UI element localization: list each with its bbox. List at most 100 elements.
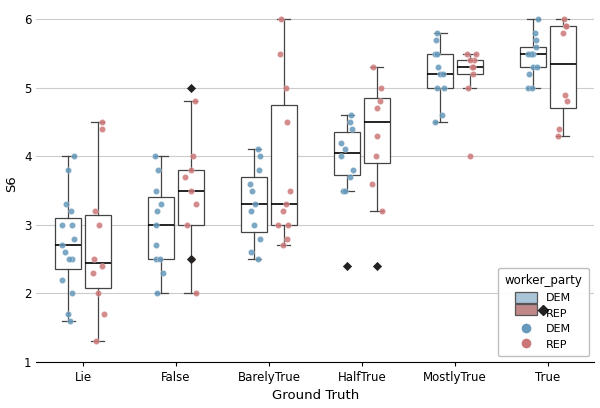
Point [58, 242, 67, 248]
Point [158, 270, 168, 276]
PathPatch shape [241, 177, 267, 232]
Point [562, 23, 571, 29]
PathPatch shape [178, 170, 204, 225]
Point [180, 173, 190, 180]
Point [248, 187, 257, 194]
Point [282, 235, 292, 242]
Point [97, 126, 107, 132]
Point [256, 235, 265, 242]
Point [245, 180, 255, 187]
Point [188, 153, 197, 160]
PathPatch shape [550, 26, 576, 109]
Point [99, 310, 109, 317]
Point [68, 290, 77, 297]
Point [560, 91, 570, 98]
Point [65, 317, 75, 324]
Point [186, 84, 196, 91]
Point [463, 84, 473, 91]
PathPatch shape [364, 98, 390, 163]
Point [151, 242, 161, 248]
Point [340, 187, 349, 194]
Point [372, 105, 382, 112]
Point [466, 57, 475, 64]
Point [523, 84, 533, 91]
Point [281, 201, 290, 208]
Point [558, 30, 568, 36]
Point [97, 119, 107, 125]
PathPatch shape [334, 132, 360, 175]
Point [440, 84, 449, 91]
Point [336, 153, 346, 160]
Point [88, 270, 97, 276]
Point [528, 50, 538, 57]
Point [246, 208, 256, 214]
Point [430, 50, 440, 57]
Point [156, 201, 166, 208]
Point [432, 84, 442, 91]
Point [563, 98, 572, 105]
Point [57, 276, 67, 283]
Point [553, 133, 563, 139]
Point [187, 256, 196, 262]
Point [91, 208, 100, 214]
Point [182, 222, 191, 228]
Point [284, 222, 293, 228]
Point [153, 167, 163, 173]
Point [337, 140, 346, 146]
Point [254, 167, 264, 173]
Point [554, 126, 564, 132]
Point [57, 222, 67, 228]
Point [254, 146, 263, 153]
Point [152, 222, 161, 228]
Point [376, 84, 386, 91]
Point [186, 256, 196, 262]
Point [532, 64, 542, 71]
Point [368, 64, 378, 71]
Point [523, 50, 532, 57]
Point [61, 249, 70, 255]
Point [275, 50, 285, 57]
Point [187, 187, 196, 194]
Point [562, 23, 571, 29]
PathPatch shape [85, 215, 111, 288]
Point [277, 16, 286, 22]
Point [338, 187, 347, 194]
Point [368, 180, 377, 187]
Point [462, 50, 472, 57]
Point [345, 119, 355, 125]
Point [468, 71, 478, 78]
Point [530, 30, 539, 36]
PathPatch shape [271, 105, 297, 225]
Point [92, 338, 101, 345]
Point [67, 256, 77, 262]
Point [152, 208, 162, 214]
Point [527, 84, 537, 91]
Point [371, 153, 381, 160]
Point [438, 71, 448, 78]
Point [533, 16, 543, 22]
Point [191, 201, 201, 208]
Point [529, 64, 538, 71]
Point [97, 263, 107, 269]
Point [437, 112, 446, 118]
Point [342, 263, 352, 269]
Point [151, 187, 160, 194]
Point [250, 201, 260, 208]
Point [150, 153, 160, 160]
Point [431, 37, 440, 43]
Point [285, 187, 295, 194]
Legend: DEM, REP, DEM, REP: DEM, REP, DEM, REP [497, 268, 589, 356]
PathPatch shape [427, 53, 453, 88]
PathPatch shape [520, 47, 546, 67]
PathPatch shape [55, 218, 81, 269]
Point [255, 153, 265, 160]
Point [94, 290, 103, 297]
Point [67, 222, 76, 228]
Point [526, 50, 536, 57]
Point [432, 30, 442, 36]
Point [63, 310, 73, 317]
Point [191, 290, 201, 297]
Point [348, 167, 358, 173]
Point [433, 50, 442, 57]
Point [94, 222, 103, 228]
